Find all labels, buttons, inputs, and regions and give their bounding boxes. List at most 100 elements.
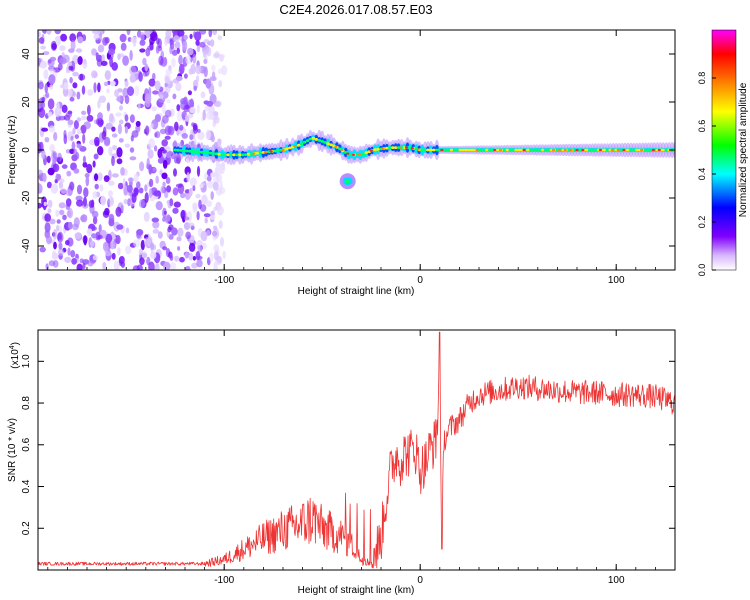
noise-speckle <box>133 187 139 196</box>
noise-speckle <box>89 255 93 261</box>
noise-speckle <box>166 151 171 159</box>
noise-speckle <box>172 207 179 214</box>
noise-speckle <box>38 37 45 44</box>
noise-speckle <box>86 163 93 174</box>
noise-speckle <box>41 150 46 160</box>
noise-speckle <box>177 30 185 37</box>
track-core <box>388 146 392 150</box>
noise-speckle <box>107 48 116 56</box>
track-core <box>220 153 224 157</box>
noise-speckle <box>74 232 82 240</box>
noise-speckle <box>43 201 47 207</box>
noise-speckle <box>216 255 222 264</box>
noise-speckle <box>76 128 82 135</box>
noise-speckle <box>152 229 160 234</box>
noise-speckle <box>82 59 88 69</box>
noise-speckle <box>73 120 79 130</box>
noise-speckle <box>72 91 76 97</box>
snr-series-line <box>38 331 675 569</box>
y-tick-label: 0.8 <box>21 396 32 410</box>
noise-speckle <box>40 101 46 109</box>
noise-speckle <box>196 259 203 268</box>
noise-speckle <box>124 80 129 88</box>
noise-speckle <box>126 184 133 193</box>
noise-speckle <box>191 262 198 269</box>
noise-speckle <box>68 48 74 53</box>
noise-speckle <box>86 114 94 122</box>
noise-speckle <box>51 252 59 260</box>
noise-speckle <box>83 196 87 207</box>
noise-speckle <box>207 180 214 189</box>
snr-scale-label: (x104) <box>9 342 21 369</box>
noise-speckle <box>55 157 61 162</box>
noise-speckle <box>202 49 207 58</box>
noise-speckle <box>189 98 195 110</box>
noise-speckle <box>154 114 161 123</box>
noise-speckle <box>204 105 210 112</box>
snr-frame <box>37 329 676 571</box>
svg-text:(x104): (x104) <box>9 342 21 369</box>
noise-speckle <box>195 39 200 46</box>
noise-speckle <box>115 112 122 117</box>
colorbar: 0.0 0.2 0.4 0.6 0.8 Normalized spectral ampl… <box>697 29 749 276</box>
noise-speckle <box>189 33 193 40</box>
track-core <box>179 149 183 152</box>
noise-speckle <box>85 175 90 187</box>
noise-speckle <box>154 262 160 270</box>
noise-speckle <box>66 210 72 218</box>
track-peak <box>357 153 361 156</box>
noise-speckle <box>158 97 166 103</box>
noise-speckle <box>155 175 159 184</box>
noise-speckle <box>218 220 223 229</box>
track-peak <box>440 148 444 152</box>
noise-speckle <box>139 161 145 172</box>
track-peak <box>416 148 420 151</box>
noise-speckle <box>47 208 52 214</box>
noise-speckle <box>72 71 79 77</box>
noise-speckle <box>138 187 144 194</box>
noise-speckle <box>48 125 56 133</box>
noise-speckle <box>99 184 104 192</box>
noise-speckle <box>104 136 111 146</box>
noise-speckle <box>140 239 145 251</box>
noise-speckle <box>165 177 171 184</box>
noise-speckle <box>92 191 98 199</box>
noise-speckle <box>187 90 192 96</box>
noise-speckle <box>66 170 72 177</box>
noise-speckle <box>209 111 215 120</box>
noise-speckle <box>71 141 76 152</box>
noise-speckle <box>152 167 156 172</box>
noise-speckle <box>42 51 50 56</box>
noise-speckle <box>96 118 100 126</box>
track-peak <box>410 147 414 150</box>
noise-speckle <box>177 227 184 237</box>
noise-speckle <box>69 97 75 102</box>
noise-speckle <box>38 152 41 158</box>
track-peak <box>640 148 644 152</box>
track-core <box>543 148 548 152</box>
noise-speckle <box>174 255 180 262</box>
spectrogram-xlabel: Height of straight line (km) <box>298 286 415 297</box>
noise-speckle <box>39 60 48 69</box>
track-peak <box>381 147 385 150</box>
noise-speckle <box>161 103 166 114</box>
x-tick-label: 100 <box>608 575 625 586</box>
noise-speckle <box>210 39 215 47</box>
noise-speckle <box>192 124 198 134</box>
noise-speckle <box>175 75 183 82</box>
noise-speckle <box>79 73 84 81</box>
noise-speckle <box>199 183 204 188</box>
track-core <box>485 148 489 152</box>
track-peak <box>252 152 256 155</box>
noise-speckle <box>184 252 189 259</box>
track-core <box>443 148 448 152</box>
track-core <box>526 148 530 152</box>
noise-speckle <box>138 71 143 82</box>
track-core <box>391 146 395 150</box>
track-core <box>202 151 207 154</box>
colorbar-ticks: 0.0 0.2 0.4 0.6 0.8 <box>697 72 716 276</box>
noise-speckle <box>116 224 124 230</box>
noise-speckle <box>216 205 224 216</box>
noise-speckle <box>55 35 61 46</box>
noise-speckle <box>49 84 54 91</box>
